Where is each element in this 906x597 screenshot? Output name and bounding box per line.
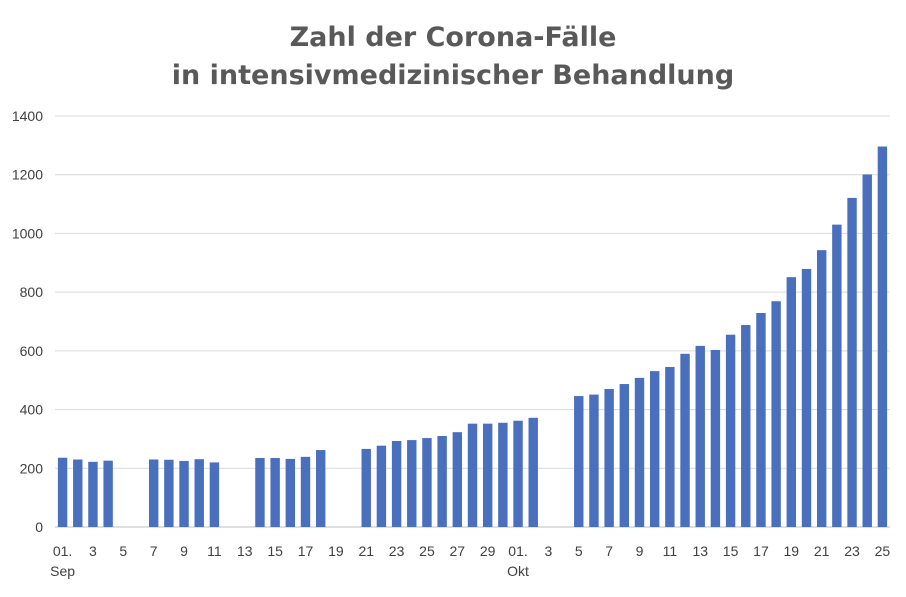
- bar: [361, 448, 371, 527]
- bar: [816, 250, 827, 527]
- bar: [300, 456, 311, 527]
- gridlines: [55, 115, 890, 528]
- bar: [619, 384, 630, 527]
- x-tick-label: 13: [237, 543, 253, 559]
- x-tick-label: 11: [207, 543, 222, 559]
- bar: [270, 458, 280, 527]
- x-tick-label: 9: [180, 543, 188, 559]
- bar: [634, 377, 645, 527]
- bar: [194, 459, 204, 527]
- bar: [376, 445, 387, 527]
- y-tick-label: 1200: [12, 167, 43, 183]
- bar: [725, 334, 736, 527]
- x-tick-label: 15: [267, 543, 283, 559]
- bar: [422, 438, 432, 527]
- bar: [680, 353, 690, 527]
- bar: [665, 367, 675, 527]
- bar: [877, 146, 888, 527]
- bar: [756, 312, 766, 527]
- x-tick-labels: 01. 3 5 7 9 11 13 15 17 19 21 23 25 27 29 01. 3 5 7 9 11 13 15…: [50, 543, 890, 579]
- x-tick-label: 15: [723, 543, 739, 559]
- bar: [148, 459, 159, 527]
- x-tick-label: 25: [875, 543, 891, 559]
- bar: [57, 457, 68, 527]
- bar: [847, 197, 857, 527]
- bar: [710, 349, 721, 527]
- x-tick-label: 5: [119, 543, 127, 559]
- x-tick-label: 21: [358, 543, 374, 559]
- x-tick-label: 17: [753, 543, 769, 559]
- x-tick-label: 29: [480, 543, 496, 559]
- bar: [407, 440, 417, 527]
- bar: [786, 277, 797, 527]
- x-tick-label: 3: [545, 543, 553, 559]
- y-tick-labels: 0 200 400 600 800 1000 1200 1400: [12, 108, 43, 535]
- bar: [255, 458, 265, 527]
- bar: [589, 394, 599, 527]
- bar: [73, 459, 83, 527]
- x-month-label: Sep: [50, 563, 75, 579]
- bar: [862, 174, 872, 527]
- x-tick-label: 9: [636, 543, 644, 559]
- bar: [832, 224, 842, 527]
- bar: [285, 458, 296, 527]
- bar: [801, 268, 812, 527]
- chart-title-line-2: in intensivmedizinischer Behandlung: [172, 60, 734, 91]
- y-tick-label: 400: [20, 402, 44, 418]
- bar: [164, 459, 174, 527]
- bar: [179, 460, 189, 527]
- x-tick-label: 17: [298, 543, 314, 559]
- x-tick-label: 01.: [53, 543, 72, 559]
- y-tick-label: 1400: [12, 108, 43, 124]
- x-tick-label: 13: [692, 543, 708, 559]
- bar: [771, 301, 781, 527]
- bar: [513, 420, 523, 527]
- x-tick-label: 5: [575, 543, 583, 559]
- x-tick-label: 21: [814, 543, 830, 559]
- bar: [604, 389, 614, 527]
- y-tick-label: 200: [20, 460, 44, 476]
- x-tick-label: 7: [605, 543, 613, 559]
- bar: [437, 435, 447, 527]
- y-tick-label: 1000: [12, 225, 43, 241]
- bar: [103, 460, 113, 527]
- x-tick-label: 23: [389, 543, 405, 559]
- chart-title-line-1: Zahl der Corona-Fälle: [290, 22, 617, 53]
- bar: [741, 325, 751, 527]
- x-tick-label: 7: [150, 543, 158, 559]
- y-tick-label: 0: [35, 519, 43, 535]
- bar: [391, 440, 402, 527]
- bar: [452, 432, 463, 527]
- x-tick-label: 11: [663, 543, 678, 559]
- y-tick-label: 600: [20, 343, 44, 359]
- bar: [467, 423, 478, 527]
- x-month-label: Okt: [507, 563, 529, 579]
- x-tick-label: 19: [328, 543, 344, 559]
- bar: [695, 345, 705, 527]
- bar: [649, 371, 660, 527]
- bar: [88, 461, 98, 527]
- bar: [209, 462, 220, 527]
- bar: [482, 423, 493, 527]
- x-tick-label: 23: [844, 543, 860, 559]
- x-tick-label: 27: [450, 543, 466, 559]
- x-tick-label: 3: [89, 543, 97, 559]
- bar: [315, 450, 326, 527]
- bar: [498, 422, 508, 527]
- bar: [528, 417, 538, 527]
- bar: [574, 396, 584, 527]
- bars: [57, 146, 888, 527]
- y-tick-label: 800: [20, 284, 44, 300]
- x-tick-label: 19: [784, 543, 800, 559]
- x-tick-label: 25: [419, 543, 435, 559]
- x-tick-label: 01.: [508, 543, 527, 559]
